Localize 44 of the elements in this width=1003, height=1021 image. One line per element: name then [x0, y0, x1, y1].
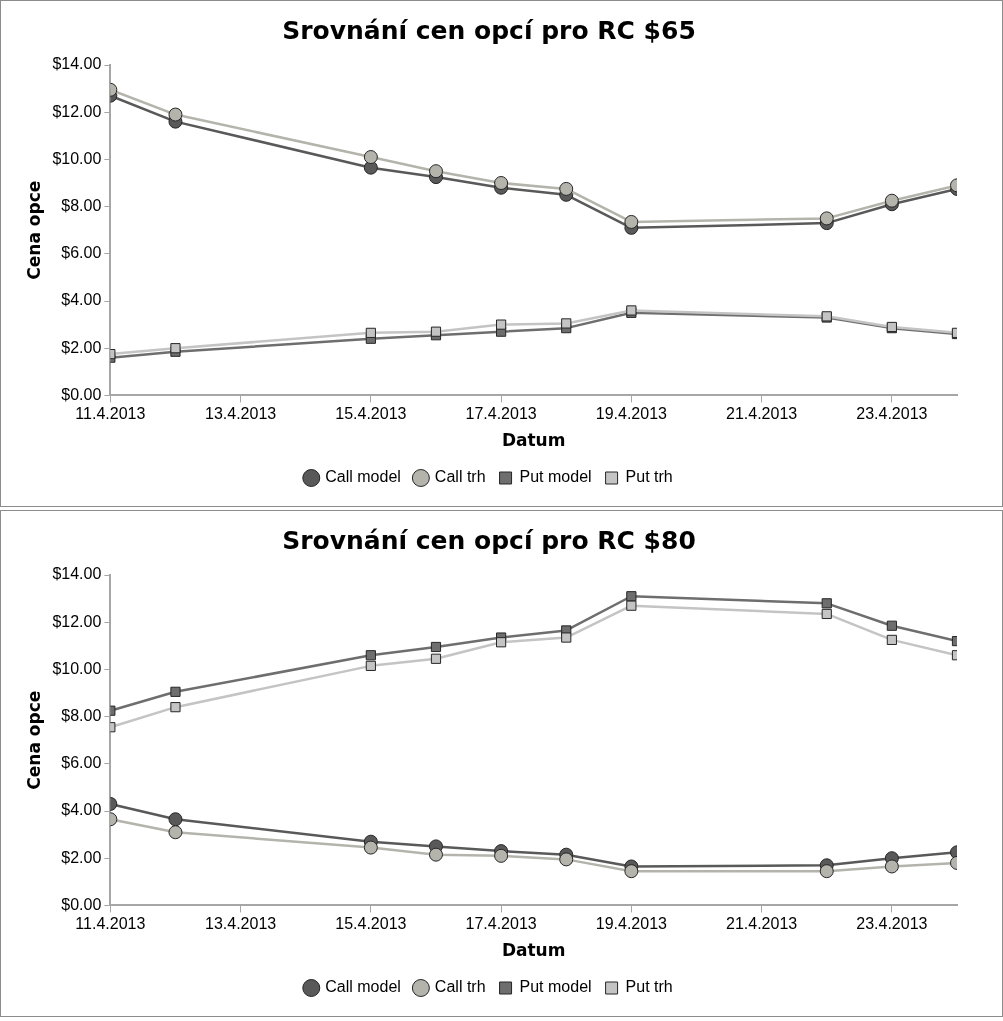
legend-label: Call trh [434, 978, 486, 996]
x-tick-label: 21.4.2013 [726, 915, 798, 933]
legend-label: Put model [519, 978, 592, 996]
x-tick-label: 23.4.2013 [856, 405, 928, 423]
chart-title: Srovnání cen opcí pro RC $80 [282, 525, 696, 555]
y-tick-label: $2.00 [61, 848, 102, 866]
y-tick-label: $10.00 [52, 659, 102, 677]
x-tick-label: 15.4.2013 [335, 915, 407, 933]
x-tick-label: 15.4.2013 [335, 405, 407, 423]
x-axis-title: Datum [501, 430, 566, 451]
y-tick-label: $2.00 [61, 338, 102, 356]
y-tick-label: $14.00 [52, 55, 102, 73]
x-tick-label: 21.4.2013 [726, 405, 798, 423]
y-tick-label: $10.00 [52, 149, 102, 167]
x-tick-label: 19.4.2013 [595, 915, 668, 933]
chart-title: Srovnání cen opcí pro RC $65 [282, 15, 696, 45]
x-tick-label: 11.4.2013 [75, 915, 146, 933]
y-tick-label: $8.00 [61, 197, 102, 215]
x-tick-label: 17.4.2013 [465, 405, 537, 423]
y-tick-label: $4.00 [61, 291, 102, 309]
legend-label: Put trh [625, 978, 673, 996]
y-tick-label: $0.00 [61, 385, 102, 403]
x-tick-label: 19.4.2013 [595, 405, 668, 423]
y-tick-label: $4.00 [61, 801, 102, 819]
y-tick-label: $12.00 [52, 612, 102, 630]
y-tick-label: $6.00 [61, 754, 102, 772]
x-axis-title: Datum [501, 940, 566, 961]
y-axis-title: Cena opce [23, 180, 44, 280]
legend-label: Call trh [434, 468, 486, 486]
x-tick-label: 17.4.2013 [465, 915, 537, 933]
y-axis-title: Cena opce [23, 690, 44, 790]
x-tick-label: 11.4.2013 [75, 405, 146, 423]
y-tick-label: $0.00 [61, 895, 102, 913]
y-tick-label: $12.00 [52, 102, 102, 120]
legend-label: Call model [325, 978, 401, 996]
y-tick-label: $8.00 [61, 707, 102, 725]
y-tick-label: $14.00 [52, 565, 102, 583]
x-tick-label: 13.4.2013 [205, 915, 277, 933]
legend-label: Call model [325, 468, 401, 486]
x-tick-label: 23.4.2013 [856, 915, 928, 933]
x-tick-label: 13.4.2013 [205, 405, 277, 423]
legend-label: Put model [519, 468, 592, 486]
y-tick-label: $6.00 [61, 244, 102, 262]
legend-label: Put trh [625, 468, 673, 486]
